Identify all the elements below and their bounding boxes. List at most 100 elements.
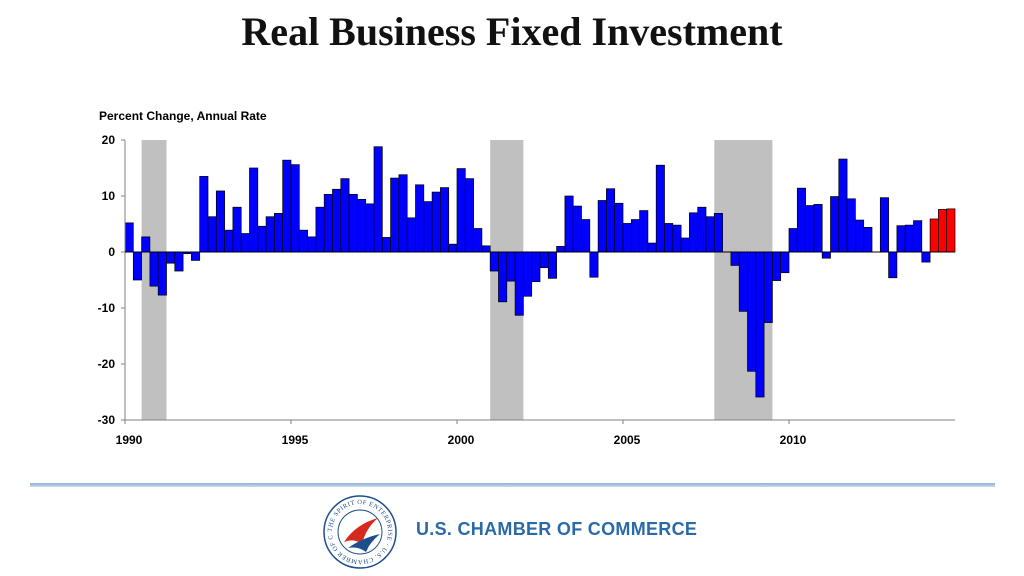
bar [307,236,317,253]
footer-divider [30,483,995,487]
bar [705,216,715,253]
bar [464,178,474,253]
bar [141,236,151,253]
bar [315,206,325,253]
bar [838,158,848,253]
bar [672,224,682,253]
bar [904,224,914,253]
bar-chart: Percent Change, Annual Rate 20100-10-20-… [98,109,956,447]
bar [830,196,840,253]
slide-title: Real Business Fixed Investment [241,9,783,54]
bar [423,201,433,253]
bar [556,246,566,253]
bar [788,228,798,253]
axes [121,139,955,424]
bar [747,251,757,372]
bar [199,176,209,253]
bar [713,213,723,253]
y-tick-label: 0 [108,245,115,259]
bar [581,219,591,253]
y-tick-label: 20 [102,133,116,147]
bar [440,187,450,253]
bar [207,216,217,253]
bar [664,223,674,253]
bar [157,251,167,296]
bar [630,219,640,253]
bar [622,223,632,253]
bar [257,225,267,253]
bar [381,237,391,253]
bar [224,229,234,253]
bar [448,243,458,253]
bar [340,178,350,253]
bar [290,164,300,253]
organization-name: U.S. CHAMBER OF COMMERCE [416,519,698,539]
forecast-bar [938,209,948,253]
bar [921,251,931,263]
bar [647,242,657,253]
y-tick-label: -10 [98,301,116,315]
bar [689,212,699,253]
bar [821,251,831,259]
bar [763,251,773,323]
bar [357,199,367,253]
bar [481,245,491,253]
bar [738,251,748,312]
bar [564,195,574,253]
bar [365,203,375,253]
forecast-bar [946,208,956,253]
bar [523,251,533,297]
forecast-bar [929,218,939,253]
bar [796,187,806,253]
bar [489,251,499,272]
bar [614,202,624,253]
bar [730,251,740,266]
bar [390,177,400,253]
bar [680,237,690,253]
bar [415,184,425,253]
bar [124,222,134,253]
x-tick-label: 2005 [614,433,641,447]
bar [697,206,707,253]
bar [896,225,906,253]
bar [149,251,159,287]
bar [506,251,516,282]
bar [166,251,176,264]
bar [597,200,607,253]
bar [855,219,865,253]
bar [655,164,665,253]
bar [332,188,342,253]
bar [589,251,599,278]
bar [473,228,483,253]
bar [240,233,250,253]
bar [755,251,765,398]
bar [191,251,201,261]
bar [298,229,308,253]
bar [348,193,358,253]
bar [431,191,441,253]
bar [539,251,549,269]
bar [232,206,242,253]
bar [514,251,524,316]
bar [282,159,292,253]
bar [456,168,466,253]
bar [531,251,541,283]
x-tick-label: 2000 [448,433,475,447]
bar [606,188,616,253]
bar [265,216,275,253]
bar [780,251,790,274]
bar [498,251,508,303]
bar [863,227,873,253]
bar [406,217,416,253]
bar [572,205,582,253]
bar [174,251,184,272]
bar [772,251,782,281]
bar [805,205,815,253]
x-tick-label: 2010 [780,433,807,447]
bar [323,193,333,253]
bar-series [124,146,956,398]
bar [913,220,923,253]
y-tick-label: -30 [98,413,116,427]
bar [547,251,557,279]
